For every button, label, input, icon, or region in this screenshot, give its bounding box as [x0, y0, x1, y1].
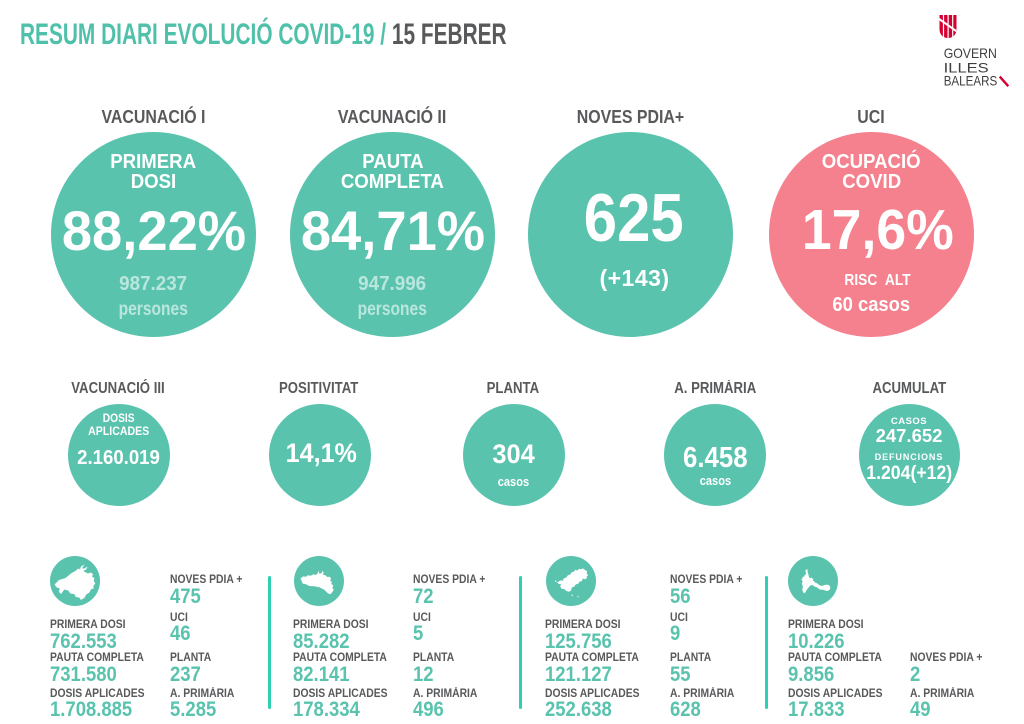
- svg-text:GOVERN: GOVERN: [944, 46, 997, 61]
- svg-text:BALEARS: BALEARS: [944, 74, 998, 89]
- svg-text:ILLES: ILLES: [944, 61, 989, 76]
